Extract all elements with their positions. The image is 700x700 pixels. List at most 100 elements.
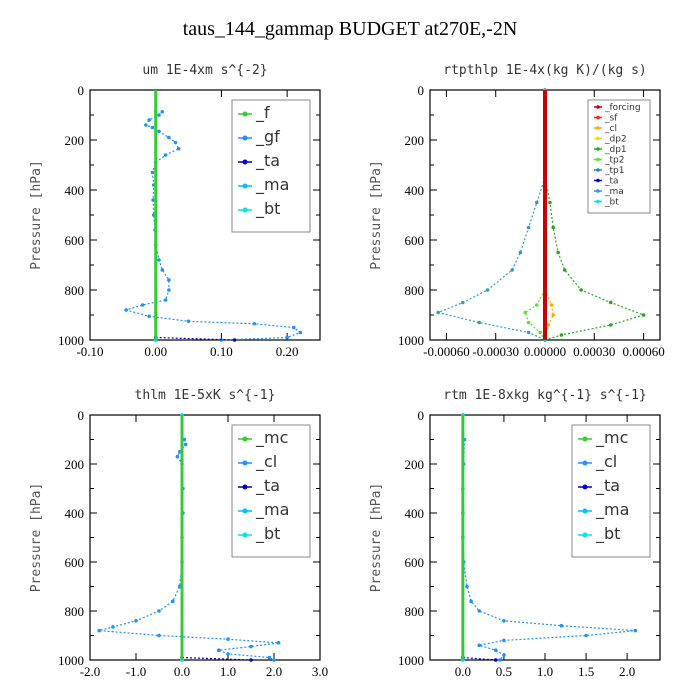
panel-title: um 1E-4xm s^{-2} [142, 63, 267, 78]
data-point [562, 268, 567, 272]
y-tick-label: 400 [405, 183, 425, 198]
legend-marker [242, 532, 248, 538]
data-point [249, 658, 253, 662]
legend-entry: _ta [595, 476, 620, 496]
x-tick-label: 0.00 [144, 344, 167, 359]
y-tick-label: 1000 [58, 333, 84, 348]
data-point [157, 609, 161, 613]
x-tick-label: -0.00030 [472, 344, 519, 359]
legend-marker [596, 126, 600, 130]
legend-marker [242, 111, 248, 117]
data-point [267, 655, 272, 660]
data-point [160, 109, 165, 114]
x-tick-label: -0.10 [76, 344, 103, 359]
legend-entry: _ta [255, 151, 280, 171]
data-point [167, 135, 171, 140]
legend-marker [242, 183, 248, 189]
y-tick-label: 200 [405, 457, 425, 472]
data-point [232, 338, 237, 342]
y-tick-label: 0 [418, 83, 425, 98]
data-point [160, 268, 165, 272]
x-tick-label: 0.00060 [622, 344, 664, 359]
legend-entry: _tp2 [604, 156, 624, 166]
y-tick-label: 200 [65, 133, 85, 148]
data-point [147, 118, 151, 122]
data-point [461, 300, 465, 305]
data-point [465, 584, 469, 589]
data-point [608, 300, 613, 305]
data-point [477, 609, 482, 613]
legend-entry: _mc [255, 428, 288, 448]
data-point [150, 125, 155, 130]
panel-title: thlm 1E-5xK s^{-1} [135, 388, 276, 403]
data-point [526, 225, 531, 230]
x-tick-label: 1.0 [220, 664, 236, 679]
legend-entry: _cl [604, 124, 617, 134]
data-point [641, 313, 646, 317]
x-tick-label: 1.0 [537, 664, 553, 679]
data-point [140, 303, 145, 307]
legend-entry: _ta [255, 476, 280, 496]
x-tick-label: 3.0 [312, 664, 328, 679]
chart-panel-2: rtpthlp 1E-4x(kg K)/(kg s) Pressure [hPa]… [369, 63, 665, 359]
legend-marker [582, 436, 588, 442]
data-point [147, 314, 151, 319]
data-point [633, 628, 638, 633]
legend-marker [596, 136, 600, 141]
chart-panel-4: rtm 1E-8xkg kg^{-1} s^{-1} Pressure [hPa]… [369, 388, 661, 679]
data-point [226, 637, 230, 641]
y-tick-label: 0 [78, 83, 85, 98]
y-tick-label: 200 [405, 133, 425, 148]
series-line-ta [181, 656, 252, 661]
data-point [485, 288, 490, 292]
x-tick-label: 0.00000 [524, 344, 566, 359]
legend-entry: _dp1 [604, 145, 627, 155]
x-tick-label: 0.00030 [573, 344, 615, 359]
x-tick-label: -1.0 [126, 664, 147, 679]
legend-entry: _bt [604, 198, 619, 208]
y-tick-label: 1000 [58, 653, 84, 668]
legend-marker [242, 460, 248, 466]
legend-entry: _mc [595, 428, 628, 448]
data-point [186, 319, 191, 324]
y-axis-label: Pressure [hPa] [29, 483, 44, 593]
legend-entry: _tp1 [604, 166, 624, 176]
legend-marker [596, 199, 600, 204]
page-title: taus_144_gammap BUDGET at270E,-2N [182, 18, 518, 40]
data-point [502, 619, 506, 623]
data-point [176, 146, 181, 151]
chart-panel-1: um 1E-4xm s^{-2} Pressure [hPa] 0 200 400 600… [29, 63, 321, 359]
data-point [171, 599, 175, 603]
data-point [534, 303, 539, 307]
data-point [559, 333, 564, 337]
y-tick-label: 600 [405, 233, 425, 248]
data-point [549, 303, 554, 307]
legend-marker [242, 135, 248, 141]
legend-marker [596, 168, 600, 172]
legend-entry: _ma [604, 187, 624, 197]
data-point [163, 298, 168, 302]
legend-entry: _f [255, 103, 270, 123]
legend-entry: _forcing [604, 103, 641, 113]
data-point [546, 323, 551, 327]
legend-marker [582, 484, 588, 490]
series-line-ta [462, 656, 496, 661]
legend-entry: _cl [595, 452, 617, 472]
data-point [510, 268, 514, 272]
legend-marker [242, 207, 248, 213]
panel-title: rtpthlp 1E-4x(kg K)/(kg s) [443, 63, 647, 78]
data-point [608, 323, 613, 327]
legend-entry: _bt [595, 524, 620, 544]
data-point [551, 225, 556, 230]
y-tick-label: 600 [65, 555, 85, 570]
data-point [477, 320, 482, 325]
data-point [523, 310, 528, 315]
data-point [285, 335, 289, 340]
y-tick-label: 0 [78, 408, 85, 423]
data-point [493, 658, 498, 662]
legend-marker [582, 460, 588, 466]
data-point [97, 628, 101, 633]
y-tick-label: 1000 [398, 333, 424, 348]
legend-entry: _bt [255, 524, 280, 544]
